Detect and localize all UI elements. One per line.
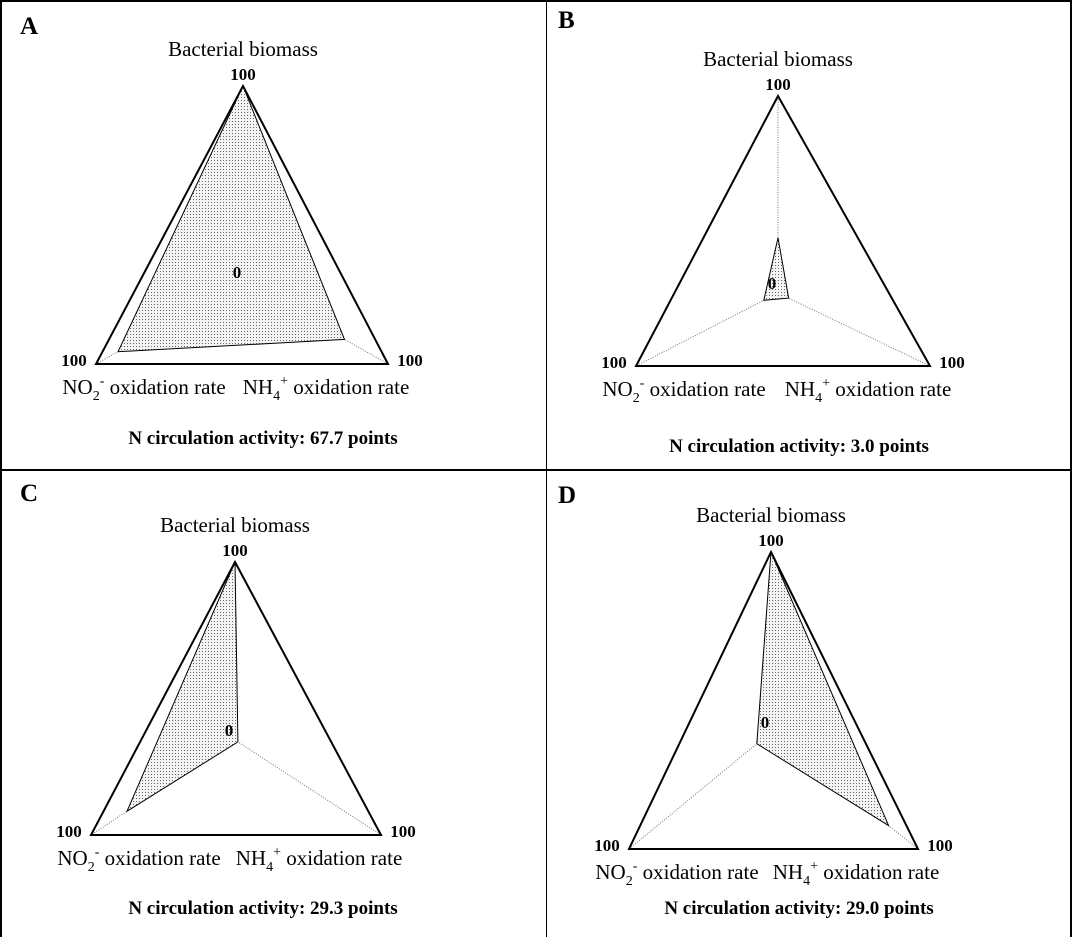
axis-title-nh4-part: 4: [266, 860, 273, 875]
axis-title-biomass: Bacterial biomass: [168, 37, 318, 61]
axis-title-nh4-part: 4: [815, 391, 822, 406]
n-circulation-summary: N circulation activity: 29.0 points: [664, 898, 933, 919]
axis-title-nh4-part: oxidation rate: [288, 375, 409, 399]
axis-title-no2-part: oxidation rate: [644, 377, 765, 401]
grid-border-left: [0, 0, 2, 937]
grid-divider-vertical: [546, 0, 547, 937]
n-circulation-summary: N circulation activity: 29.3 points: [128, 898, 397, 919]
n-circulation-summary: N circulation activity: 3.0 points: [669, 436, 929, 457]
tick-min-center: 0: [233, 263, 242, 282]
axis-title-no2-part: oxidation rate: [99, 846, 220, 870]
outer-triangle: [627, 549, 920, 850]
axis-title-nh4-part: NH: [236, 846, 266, 870]
radar-svg: D 100 100 100 0 Bacterial biomass NO2- oxidati…: [558, 482, 953, 919]
axis-title-no2-part: NO: [62, 375, 92, 399]
axis-title-nh4-part: +: [273, 845, 281, 860]
panel-d: D 100 100 100 0 Bacterial biomass NO2- oxidati…: [546, 470, 1072, 937]
axis-title-nh4-part: NH: [785, 377, 815, 401]
panel-letter: B: [558, 7, 575, 34]
grid-border-right: [1070, 0, 1072, 937]
axis-title-nh4-part: oxidation rate: [818, 860, 939, 884]
axis-title-no2: NO2- oxidation rate: [57, 845, 220, 875]
n-circulation-summary: N circulation activity: 67.7 points: [128, 428, 397, 449]
axis-title-nh4-part: NH: [773, 860, 803, 884]
data-polygon: [763, 237, 790, 301]
tick-max-left: 100: [601, 353, 627, 372]
axis-title-nh4-part: NH: [243, 375, 273, 399]
radar-svg: B 100 100 100 0 Bacterial biomass NO2- oxidati…: [558, 7, 965, 457]
tick-max-left: 100: [61, 351, 87, 370]
tick-max-left: 100: [56, 822, 82, 841]
axis-title-nh4-part: +: [810, 859, 818, 874]
tick-max-left: 100: [594, 836, 620, 855]
tick-max-right: 100: [939, 353, 965, 372]
axis-title-nh4-part: 4: [273, 389, 280, 404]
axis-title-biomass: Bacterial biomass: [703, 47, 853, 71]
axis-title-no2-part: 2: [93, 389, 100, 404]
axis-title-no2-part: oxidation rate: [637, 860, 758, 884]
axis-title-nh4: NH4+ oxidation rate: [243, 374, 410, 404]
panel-letter: D: [558, 482, 576, 509]
nh4-axis-line: [777, 292, 931, 367]
panel-b: B 100 100 100 0 Bacterial biomass NO2- oxidati…: [546, 0, 1072, 470]
axis-title-nh4-part: +: [822, 376, 830, 391]
axis-title-nh4: NH4+ oxidation rate: [785, 376, 952, 406]
no2-axis-line: [628, 731, 772, 850]
tick-max-right: 100: [397, 351, 423, 370]
axis-title-nh4-part: oxidation rate: [830, 377, 951, 401]
axis-title-no2-part: -: [640, 376, 645, 391]
panel-letter: A: [20, 13, 38, 40]
tick-max-top: 100: [758, 531, 784, 550]
axis-title-nh4: NH4+ oxidation rate: [236, 845, 403, 875]
outer-triangle: [634, 93, 932, 367]
axis-title-no2-part: -: [633, 859, 638, 874]
axis-title-no2: NO2- oxidation rate: [602, 376, 765, 406]
radar-svg: A 100 100 100 0 Bacterial biomass NO2- oxidati…: [20, 13, 423, 449]
axis-title-no2-part: 2: [633, 391, 640, 406]
axis-title-no2-part: 2: [88, 860, 95, 875]
tick-min-center: 0: [225, 721, 234, 740]
axis-title-no2-part: 2: [626, 874, 633, 889]
panel-a: A 100 100 100 0 Bacterial biomass NO2- oxidati…: [0, 0, 546, 470]
axis-title-no2-part: NO: [57, 846, 87, 870]
axis-title-nh4-part: oxidation rate: [281, 846, 402, 870]
tick-min-center: 0: [761, 713, 770, 732]
tick-max-top: 100: [230, 65, 256, 84]
axis-title-no2-part: NO: [602, 377, 632, 401]
tick-max-top: 100: [765, 75, 791, 94]
axis-title-nh4-part: +: [280, 374, 288, 389]
grid-border-top: [0, 0, 1072, 2]
axis-title-no2-part: -: [100, 374, 105, 389]
axis-title-no2-part: oxidation rate: [104, 375, 225, 399]
no2-axis-line: [635, 292, 779, 367]
data-polygon: [117, 84, 346, 353]
axis-title-no2: NO2- oxidation rate: [62, 374, 225, 404]
axis-title-nh4: NH4+ oxidation rate: [773, 859, 940, 889]
axis-title-no2-part: NO: [595, 860, 625, 884]
outer-triangle: [94, 83, 390, 365]
data-polygon: [125, 561, 239, 813]
nh4-axis-line: [234, 739, 382, 836]
axis-title-nh4-part: 4: [803, 874, 810, 889]
axis-title-no2-part: -: [95, 845, 100, 860]
tick-min-center: 0: [768, 274, 777, 293]
tick-max-top: 100: [222, 541, 248, 560]
radar-svg: C 100 100 100 0 Bacterial biomass NO2- oxidati…: [20, 480, 416, 919]
panel-letter: C: [20, 480, 38, 507]
axis-title-biomass: Bacterial biomass: [160, 513, 310, 537]
axis-title-no2: NO2- oxidation rate: [595, 859, 758, 889]
data-polygon: [756, 551, 890, 827]
outer-triangle: [89, 559, 383, 836]
tick-max-right: 100: [390, 822, 416, 841]
grid-divider-horizontal: [0, 469, 1072, 471]
tick-max-right: 100: [927, 836, 953, 855]
axis-title-biomass: Bacterial biomass: [696, 503, 846, 527]
panel-c: C 100 100 100 0 Bacterial biomass NO2- oxidati…: [0, 470, 546, 937]
